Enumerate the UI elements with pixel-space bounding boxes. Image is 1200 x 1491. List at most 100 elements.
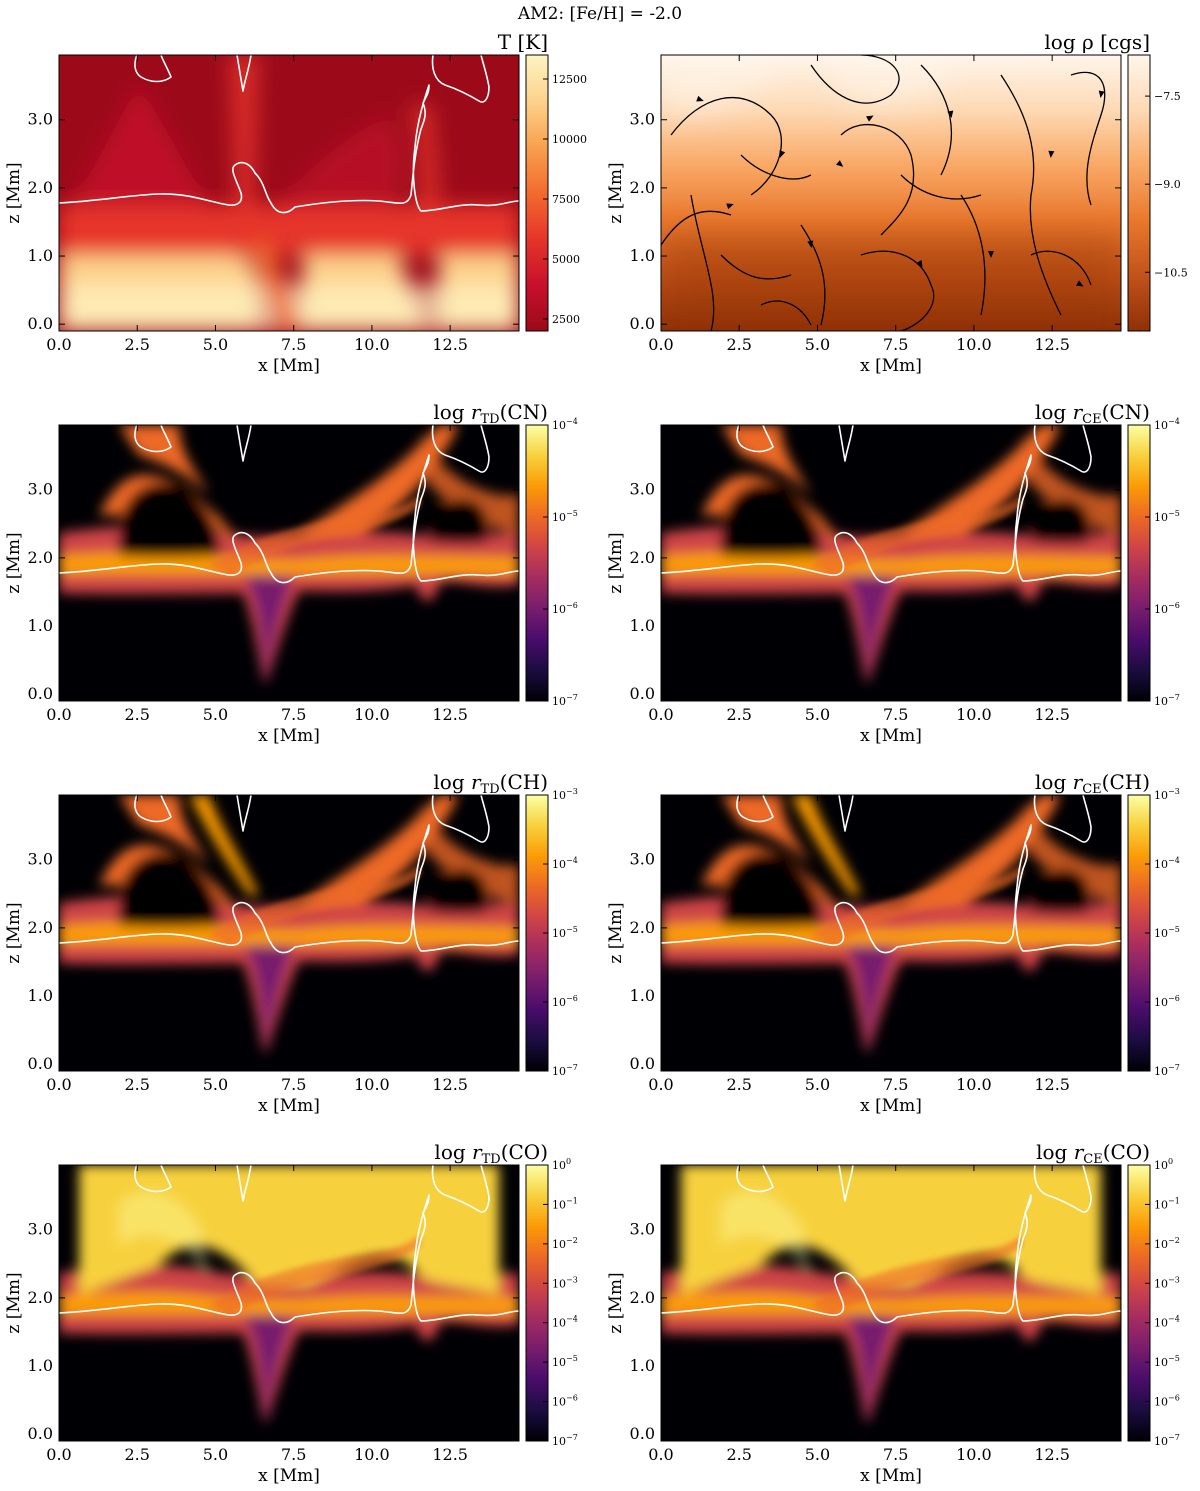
arch-streak xyxy=(99,475,239,545)
x-tick-label: 12.5 xyxy=(432,1075,468,1094)
downflow xyxy=(245,945,293,1055)
y-tick-label: 1.0 xyxy=(630,246,655,265)
figure-title: AM2: [Fe/H] = -2.0 xyxy=(517,4,682,24)
x-tick-label: 0.0 xyxy=(46,1445,71,1464)
colorbar-tick-label: 10−4 xyxy=(1154,856,1180,871)
heatmap-rCE_CO xyxy=(661,1165,1121,1441)
streamline-arrow xyxy=(1076,280,1084,287)
colorbar-tick-label: 10−4 xyxy=(552,1315,578,1330)
upper-atmosphere xyxy=(721,1191,811,1275)
colorbar xyxy=(1127,424,1151,702)
streamline-arrow xyxy=(988,251,994,258)
colorbar xyxy=(1127,54,1151,332)
streamline-arrow xyxy=(1098,90,1105,98)
arch-streak xyxy=(99,845,239,915)
colorbar-tick-label: 10−4 xyxy=(1154,1315,1180,1330)
x-tick-label: 2.5 xyxy=(727,1075,752,1094)
photosphere-band xyxy=(59,205,519,255)
panel-title: log rTD(CH) xyxy=(433,770,548,797)
panel-title: log ρ [cgs] xyxy=(1044,30,1150,54)
contour-line xyxy=(1033,1165,1092,1213)
plot-frame xyxy=(58,1164,520,1442)
y-tick-label: 0.0 xyxy=(28,1054,53,1073)
y-tick-label: 2.0 xyxy=(28,178,53,197)
y-tick-label: 2.0 xyxy=(28,548,53,567)
colorbar-tick-label: 2500 xyxy=(552,313,580,326)
colorbar xyxy=(525,424,549,702)
contour-line xyxy=(661,824,1121,954)
streamline xyxy=(920,64,953,176)
dark-cavity xyxy=(429,868,489,914)
molecule-band xyxy=(59,551,519,575)
panel-rTD_CN: 0.0 2.5 5.0 7.5 10.0 12.5 0.0 1.0 2.0 3.0 x [Mm] z … xyxy=(4,400,578,746)
contour-line xyxy=(59,824,519,954)
y-tick-label: 1.0 xyxy=(28,986,53,1005)
x-tick-label: 7.5 xyxy=(883,705,908,724)
downflow xyxy=(245,1315,293,1425)
y-tick-label: 1.0 xyxy=(630,1356,655,1375)
colorbar-tick-label: 100 xyxy=(1154,1157,1173,1172)
colorbar-tick-label: 10−7 xyxy=(552,1063,578,1078)
colorbar-tick-label: 10−3 xyxy=(552,1275,578,1290)
molecule-band xyxy=(59,921,519,945)
x-tick-label: 10.0 xyxy=(956,705,992,724)
panel-rTD_CH: 0.0 2.5 5.0 7.5 10.0 12.5 0.0 1.0 2.0 3.0 x [Mm] z … xyxy=(4,770,578,1116)
x-tick-label: 0.0 xyxy=(648,1445,673,1464)
streamline-arrow xyxy=(696,95,704,102)
x-tick-label: 12.5 xyxy=(432,1445,468,1464)
streamline-arrow xyxy=(1048,150,1055,158)
y-tick-label: 1.0 xyxy=(28,1356,53,1375)
arch-streak xyxy=(721,795,811,865)
y-tick-label: 0.0 xyxy=(630,1054,655,1073)
y-axis-label: z [Mm] xyxy=(4,532,24,593)
colorbar-tick-label: 5000 xyxy=(552,253,580,266)
contour-line xyxy=(134,795,172,823)
x-tick-label: 2.5 xyxy=(125,705,150,724)
colorbar-tick-label: 10−5 xyxy=(552,925,578,940)
y-tick-label: 2.0 xyxy=(28,918,53,937)
y-axis-label: z [Mm] xyxy=(4,902,24,963)
y-tick-label: 1.0 xyxy=(28,616,53,635)
arch-streak xyxy=(189,795,259,895)
y-tick-label: 3.0 xyxy=(630,480,655,499)
dark-cavity xyxy=(1031,868,1091,914)
panel-temperature: 0.0 2.5 5.0 7.5 10.0 12.5 0.0 1.0 2.0 3.0 x [Mm] z … xyxy=(4,30,587,376)
arch-streak xyxy=(419,805,519,905)
streamline-arrow xyxy=(779,150,786,158)
contour-line xyxy=(431,795,490,843)
colorbar-tick-label: 10−7 xyxy=(552,1433,578,1448)
colorbar-tick-label: 100 xyxy=(552,1157,571,1172)
x-tick-label: 7.5 xyxy=(281,335,306,354)
streamline-arrow xyxy=(866,115,874,122)
colorbar-tick-label: 10−6 xyxy=(552,601,578,616)
dark-cavity xyxy=(721,482,821,557)
x-tick-label: 5.0 xyxy=(805,1445,830,1464)
x-tick-label: 0.0 xyxy=(648,705,673,724)
dark-cavity xyxy=(119,852,219,927)
heatmap-rTD_CH xyxy=(59,795,519,1071)
x-tick-label: 2.5 xyxy=(727,705,752,724)
dark-cavity xyxy=(429,498,489,544)
streamline-arrow xyxy=(836,160,844,167)
y-axis-label: z [Mm] xyxy=(606,1272,626,1333)
dark-cavity xyxy=(1031,498,1091,544)
y-tick-label: 0.0 xyxy=(28,1424,53,1443)
colorbar-tick-label: 10−5 xyxy=(1154,1354,1180,1369)
y-tick-label: 2.0 xyxy=(630,548,655,567)
x-tick-label: 5.0 xyxy=(805,1075,830,1094)
x-axis-label: x [Mm] xyxy=(860,1466,922,1486)
arch-streak xyxy=(119,795,209,865)
arch-streak xyxy=(901,425,1061,535)
colorbar-tick-label: 10−5 xyxy=(1154,925,1180,940)
streamline xyxy=(661,210,732,246)
colorbar-tick-label: 10−2 xyxy=(552,1236,578,1251)
x-tick-label: 0.0 xyxy=(46,705,71,724)
x-tick-label: 10.0 xyxy=(354,1075,390,1094)
x-axis-label: x [Mm] xyxy=(860,726,922,746)
x-tick-label: 5.0 xyxy=(805,705,830,724)
y-tick-label: 3.0 xyxy=(28,1220,53,1239)
arch-streak xyxy=(1021,805,1121,905)
x-tick-label: 12.5 xyxy=(1034,1445,1070,1464)
arch-streak xyxy=(791,795,861,895)
